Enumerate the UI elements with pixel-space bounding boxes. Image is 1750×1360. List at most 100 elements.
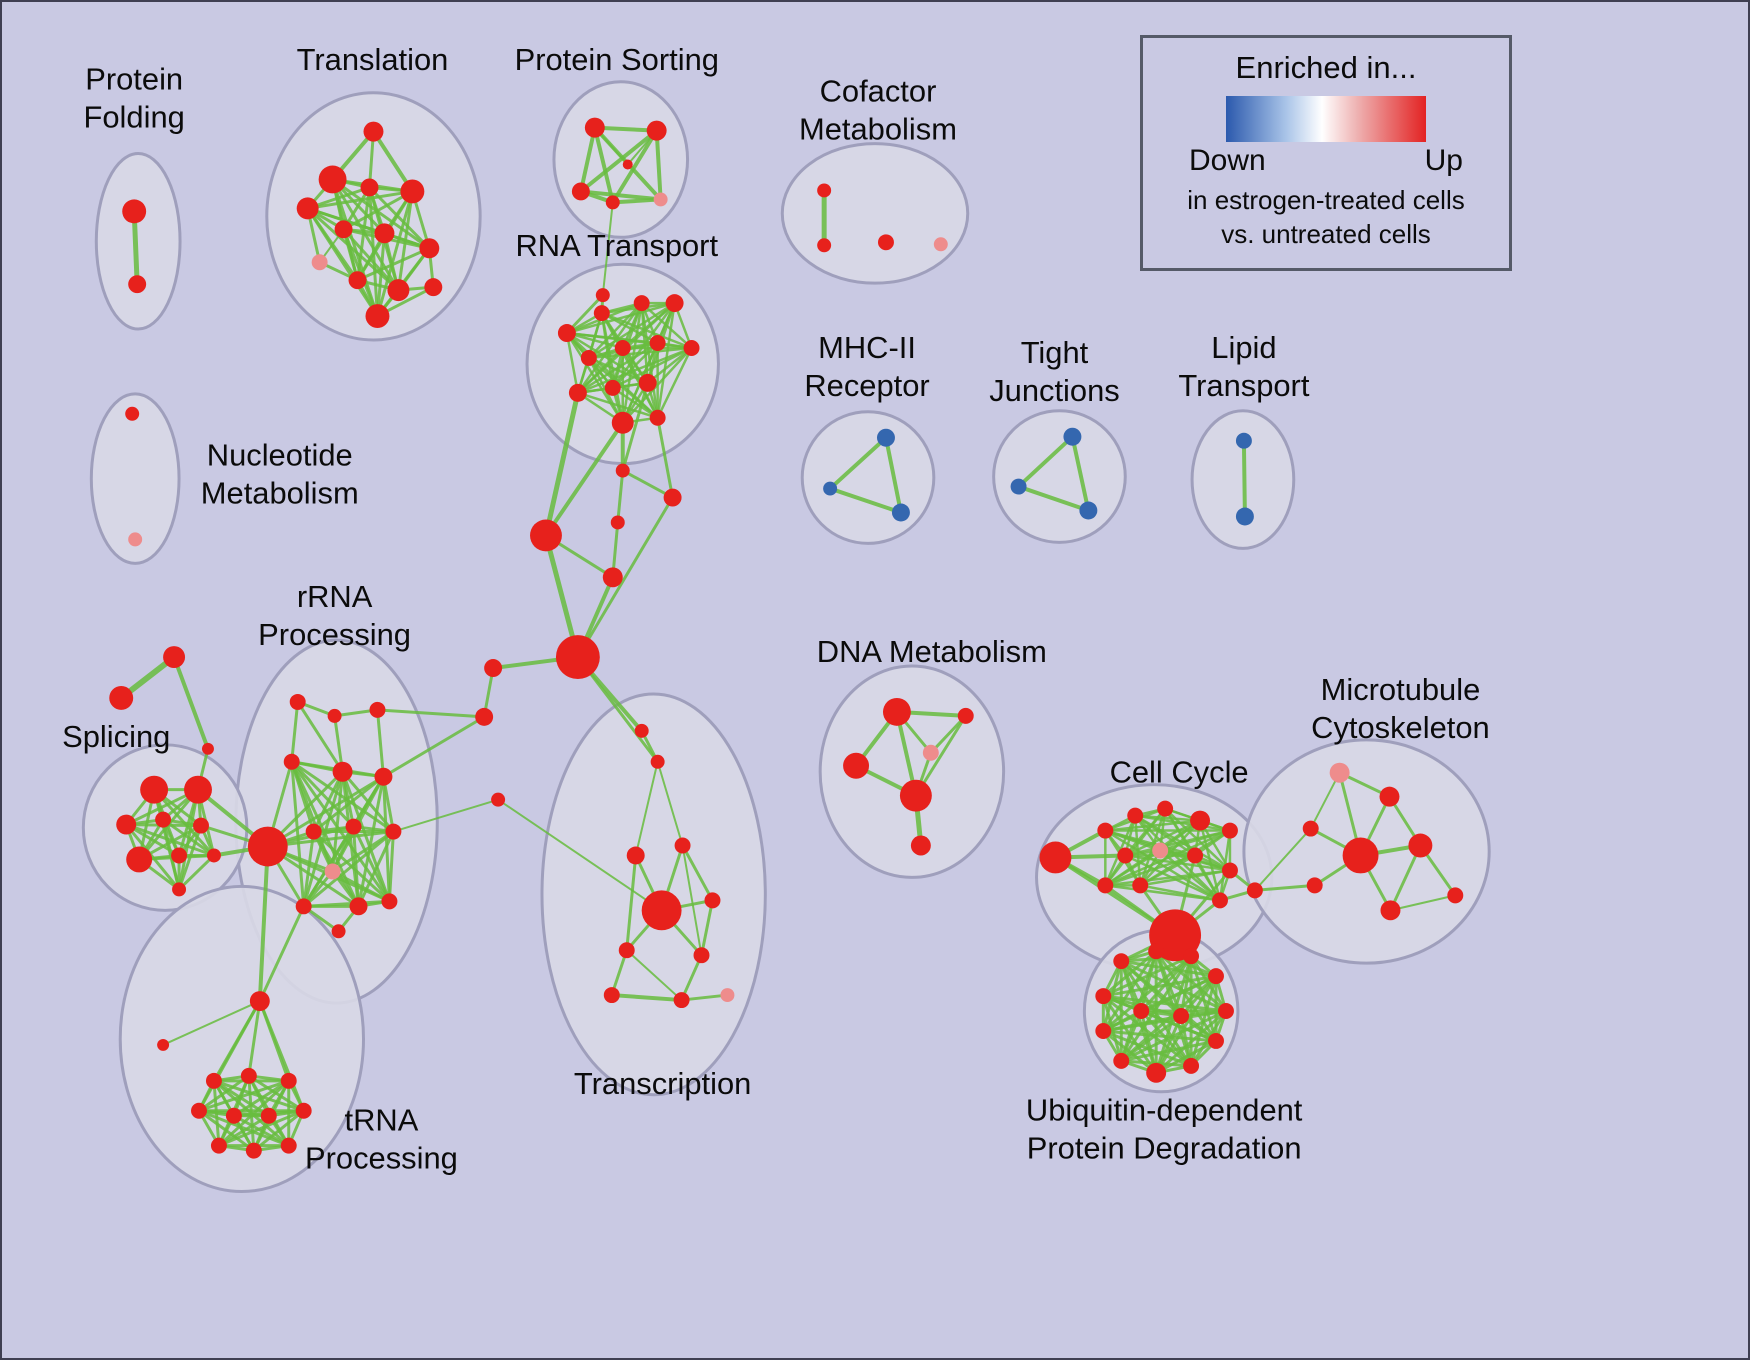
node-sp3[interactable] — [116, 814, 137, 835]
node-rr6[interactable] — [374, 767, 393, 786]
node-ub7[interactable] — [1183, 1057, 1200, 1074]
node-dm5[interactable] — [899, 779, 932, 812]
node-cc1[interactable] — [1039, 841, 1072, 874]
node-rr9[interactable] — [345, 818, 362, 835]
node-cc8[interactable] — [1152, 842, 1169, 859]
node-tc10[interactable] — [673, 992, 690, 1009]
node-rt4[interactable] — [665, 294, 684, 313]
node-tr4[interactable] — [360, 178, 379, 197]
node-rt8[interactable] — [683, 340, 700, 356]
node-tn3[interactable] — [240, 1067, 257, 1084]
node-ub10[interactable] — [1095, 1022, 1112, 1039]
node-tn10[interactable] — [245, 1142, 262, 1159]
node-tr5[interactable] — [400, 179, 425, 204]
node-ub3[interactable] — [1183, 948, 1200, 965]
node-tn11[interactable] — [280, 1137, 297, 1154]
node-ps4[interactable] — [605, 195, 620, 210]
node-h1[interactable] — [555, 635, 600, 680]
node-ub9[interactable] — [1113, 1052, 1130, 1069]
node-rr10[interactable] — [385, 823, 402, 840]
node-tc11[interactable] — [720, 988, 735, 1003]
node-rt14[interactable] — [595, 288, 610, 303]
node-cc14[interactable] — [1212, 892, 1228, 909]
node-mt1[interactable] — [1329, 762, 1350, 783]
node-tn1[interactable] — [157, 1038, 170, 1051]
node-lt2[interactable] — [1235, 507, 1254, 526]
node-tn4[interactable] — [280, 1072, 297, 1089]
node-ub5[interactable] — [1217, 1003, 1234, 1019]
node-cc12[interactable] — [1132, 877, 1149, 894]
node-tr11[interactable] — [387, 279, 410, 302]
node-rt13[interactable] — [649, 409, 666, 426]
node-pf2[interactable] — [128, 275, 147, 294]
node-tn8[interactable] — [295, 1102, 312, 1119]
node-nm2[interactable] — [128, 532, 143, 547]
node-nm1[interactable] — [125, 406, 140, 421]
node-tc7[interactable] — [618, 942, 635, 959]
node-x3[interactable] — [530, 519, 562, 552]
node-rr11[interactable] — [324, 863, 341, 880]
node-cf1[interactable] — [817, 183, 832, 198]
node-tc4[interactable] — [626, 846, 645, 865]
node-pf1[interactable] — [122, 199, 147, 224]
node-dm2[interactable] — [957, 707, 974, 724]
node-rr12[interactable] — [295, 898, 312, 915]
node-tr12[interactable] — [365, 304, 390, 329]
node-sp9[interactable] — [172, 882, 187, 897]
node-rt6[interactable] — [614, 340, 631, 356]
node-tc8[interactable] — [693, 947, 710, 964]
node-tn7[interactable] — [260, 1107, 277, 1124]
node-mt3[interactable] — [1302, 820, 1319, 837]
node-tc1[interactable] — [634, 723, 649, 738]
node-tg1[interactable] — [163, 646, 186, 669]
node-dm3[interactable] — [843, 752, 870, 779]
node-ps6[interactable] — [622, 159, 633, 170]
node-rr1[interactable] — [289, 693, 306, 710]
node-tc6[interactable] — [704, 892, 721, 909]
node-cc11[interactable] — [1097, 877, 1114, 894]
node-ub8[interactable] — [1146, 1062, 1167, 1083]
node-rt11[interactable] — [638, 373, 657, 392]
node-cc10[interactable] — [1221, 862, 1238, 879]
node-cc5[interactable] — [1190, 810, 1211, 831]
node-tr3[interactable] — [296, 197, 319, 220]
node-dm6[interactable] — [910, 835, 931, 856]
node-rt10[interactable] — [604, 379, 621, 396]
node-ub11[interactable] — [1095, 988, 1112, 1005]
node-rt2[interactable] — [593, 305, 610, 322]
node-ub13[interactable] — [1173, 1008, 1190, 1024]
node-x5[interactable] — [602, 567, 623, 588]
node-ub1[interactable] — [1113, 953, 1130, 970]
node-rr3[interactable] — [369, 701, 386, 718]
node-mt7[interactable] — [1380, 900, 1401, 921]
node-rr5[interactable] — [332, 761, 353, 782]
node-sp8[interactable] — [206, 848, 221, 863]
node-ps1[interactable] — [584, 117, 605, 138]
node-cc4[interactable] — [1157, 800, 1174, 817]
node-cf4[interactable] — [933, 237, 948, 252]
node-mt2[interactable] — [1379, 786, 1400, 807]
node-rr15[interactable] — [381, 893, 398, 910]
node-x4[interactable] — [610, 515, 625, 530]
node-sp1[interactable] — [140, 775, 169, 804]
node-mt8[interactable] — [1306, 877, 1323, 894]
node-tn2[interactable] — [205, 1072, 222, 1089]
node-x7[interactable] — [491, 792, 506, 807]
node-mh1[interactable] — [876, 428, 895, 447]
node-tn0[interactable] — [249, 991, 270, 1012]
node-mt6[interactable] — [1447, 887, 1464, 904]
node-tc5[interactable] — [641, 890, 682, 931]
node-cc7[interactable] — [1117, 847, 1134, 864]
node-x1[interactable] — [615, 463, 630, 478]
node-rr13[interactable] — [349, 897, 368, 916]
node-ps3[interactable] — [571, 182, 590, 201]
node-ub2[interactable] — [1148, 943, 1165, 960]
node-ub4[interactable] — [1208, 968, 1224, 985]
node-rt9[interactable] — [568, 383, 587, 402]
node-mt4[interactable] — [1342, 837, 1379, 874]
node-tr10[interactable] — [348, 271, 367, 290]
node-tg2[interactable] — [109, 685, 134, 710]
node-rt5[interactable] — [580, 349, 597, 366]
node-rr8[interactable] — [305, 823, 322, 840]
node-lt1[interactable] — [1235, 432, 1252, 449]
